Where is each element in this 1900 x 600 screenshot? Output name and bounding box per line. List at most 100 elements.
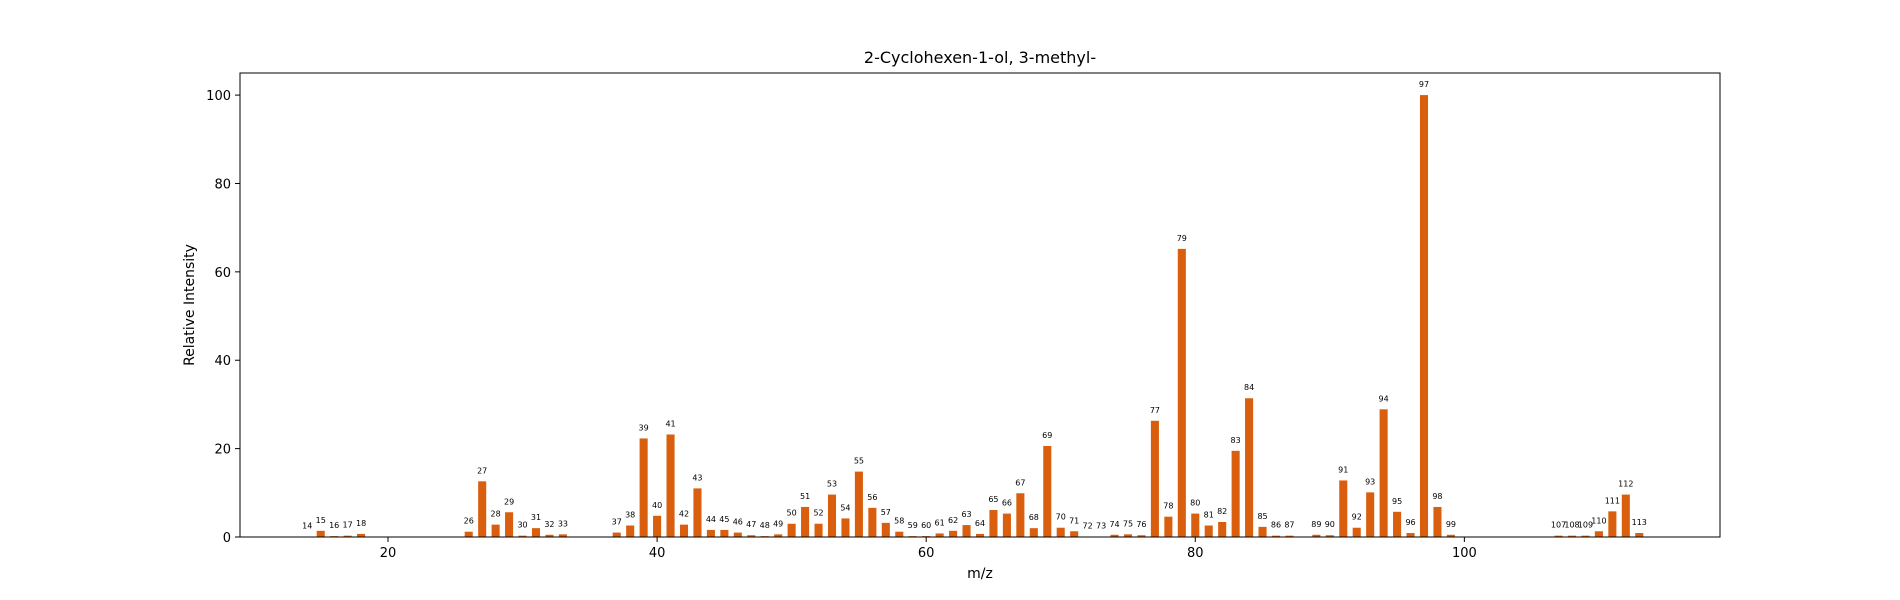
bar-label-mz-15: 15	[316, 516, 326, 525]
bar-label-mz-72: 72	[1083, 522, 1093, 531]
bar-label-mz-90: 90	[1325, 520, 1335, 529]
bar-mz-96	[1406, 533, 1415, 537]
bar-mz-83	[1231, 450, 1240, 537]
bar-label-mz-14: 14	[302, 522, 312, 531]
bar-mz-93	[1366, 492, 1375, 537]
bar-mz-78	[1164, 516, 1173, 537]
bar-label-mz-69: 69	[1042, 431, 1052, 440]
bar-label-mz-110: 110	[1591, 516, 1606, 525]
x-tick-label-60: 60	[918, 546, 935, 561]
bar-mz-111	[1608, 511, 1617, 537]
bar-label-mz-80: 80	[1190, 499, 1200, 508]
bar-mz-37	[612, 532, 621, 537]
bar-mz-95	[1393, 511, 1402, 537]
bar-label-mz-64: 64	[975, 519, 985, 528]
bar-label-mz-31: 31	[531, 513, 541, 522]
bar-label-mz-84: 84	[1244, 383, 1254, 392]
bar-label-mz-75: 75	[1123, 519, 1133, 528]
chart-title: 2-Cyclohexen-1-ol, 3-methyl-	[864, 48, 1096, 67]
bar-label-mz-77: 77	[1150, 406, 1160, 415]
bar-label-mz-96: 96	[1405, 518, 1415, 527]
bar-label-mz-46: 46	[733, 518, 743, 527]
bar-label-mz-63: 63	[961, 510, 971, 519]
bar-label-mz-83: 83	[1231, 436, 1241, 445]
bar-label-mz-78: 78	[1163, 502, 1173, 511]
bar-label-mz-57: 57	[881, 508, 891, 517]
bar-mz-55	[854, 471, 863, 537]
x-tick-label-40: 40	[649, 546, 666, 561]
bar-label-mz-97: 97	[1419, 80, 1429, 89]
bar-mz-51	[801, 506, 810, 537]
bar-label-mz-45: 45	[719, 515, 729, 524]
bar-mz-43	[693, 488, 702, 537]
bar-mz-33	[558, 534, 567, 537]
bar-mz-90	[1325, 535, 1334, 537]
bar-label-mz-81: 81	[1204, 511, 1214, 520]
bar-label-mz-43: 43	[692, 473, 702, 482]
bar-mz-38	[626, 525, 635, 537]
bar-mz-98	[1433, 506, 1442, 537]
bar-label-mz-61: 61	[935, 518, 945, 527]
bar-label-mz-66: 66	[1002, 499, 1012, 508]
bar-label-mz-18: 18	[356, 519, 366, 528]
y-tick-label-0: 0	[223, 531, 231, 546]
bar-label-mz-94: 94	[1379, 394, 1389, 403]
bar-label-mz-29: 29	[504, 497, 514, 506]
bar-label-mz-32: 32	[544, 520, 554, 529]
bar-mz-74	[1110, 534, 1119, 537]
bar-mz-89	[1312, 534, 1321, 537]
y-tick-label-20: 20	[214, 443, 231, 458]
bar-label-mz-47: 47	[746, 520, 756, 529]
bar-label-mz-27: 27	[477, 466, 487, 475]
bar-mz-110	[1594, 531, 1603, 537]
bar-mz-54	[841, 518, 850, 537]
bar-mz-68	[1029, 528, 1038, 537]
bar-mz-67	[1016, 493, 1025, 537]
bar-label-mz-50: 50	[787, 509, 797, 518]
bar-label-mz-87: 87	[1284, 521, 1294, 530]
bar-mz-76	[1137, 535, 1146, 537]
bar-label-mz-107: 107	[1551, 521, 1566, 530]
bar-label-mz-16: 16	[329, 521, 339, 530]
x-axis-label: m/z	[967, 566, 993, 582]
bar-mz-17	[343, 535, 352, 537]
bar-mz-56	[868, 507, 877, 537]
bar-label-mz-40: 40	[652, 501, 662, 510]
bar-label-mz-89: 89	[1311, 520, 1321, 529]
bar-label-mz-17: 17	[343, 521, 353, 530]
bar-label-mz-58: 58	[894, 517, 904, 526]
bar-mz-97	[1419, 95, 1429, 537]
bar-label-mz-56: 56	[867, 493, 877, 502]
bar-mz-92	[1352, 527, 1361, 537]
bar-mz-113	[1635, 533, 1644, 537]
bar-label-mz-99: 99	[1446, 520, 1456, 529]
bar-label-mz-48: 48	[760, 521, 770, 530]
y-axis-ticks: 0 20 40 60 80 100	[206, 89, 240, 546]
bar-mz-70	[1056, 527, 1065, 537]
bar-mz-45	[720, 529, 729, 537]
bar-mz-66	[1002, 513, 1011, 537]
bar-mz-62	[949, 530, 958, 537]
bar-label-mz-113: 113	[1632, 518, 1647, 527]
bar-mz-91	[1339, 480, 1348, 537]
bar-mz-26	[464, 531, 473, 537]
bar-mz-53	[827, 494, 837, 537]
bar-label-mz-68: 68	[1029, 513, 1039, 522]
bar-label-mz-44: 44	[706, 515, 716, 524]
bar-mz-44	[706, 529, 715, 537]
bar-label-mz-38: 38	[625, 511, 635, 520]
bar-mz-41	[666, 434, 675, 537]
bar-mz-52	[814, 523, 823, 537]
bar-label-mz-39: 39	[639, 423, 649, 432]
bar-mz-112	[1621, 494, 1630, 537]
bar-mz-82	[1218, 521, 1227, 537]
bar-label-mz-112: 112	[1618, 480, 1633, 489]
bar-label-mz-65: 65	[988, 495, 998, 504]
y-tick-label-100: 100	[206, 89, 231, 104]
y-tick-label-40: 40	[214, 354, 231, 369]
bar-mz-86	[1271, 535, 1281, 537]
bar-mz-40	[653, 515, 662, 537]
bar-label-mz-108: 108	[1564, 521, 1579, 530]
bar-label-mz-98: 98	[1432, 492, 1442, 501]
bar-label-mz-55: 55	[854, 457, 864, 466]
